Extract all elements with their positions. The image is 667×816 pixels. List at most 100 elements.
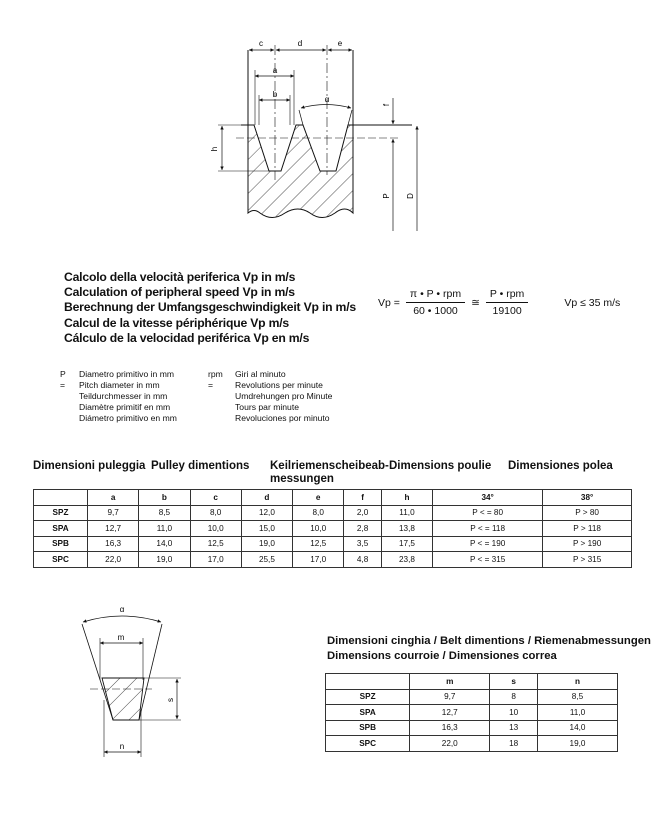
legend-line: Diámetro primitivo en mm	[79, 413, 177, 423]
legend-line: Pitch diameter in mm	[79, 380, 160, 390]
table-cell: 2,0	[343, 504, 382, 521]
table-cell: 9,7	[86, 504, 140, 521]
row-label: SPC	[33, 551, 88, 568]
title-de: Berechnung der Umfangsgeschwindigkeit Vp…	[64, 300, 356, 315]
belt-label-n: n	[120, 742, 124, 751]
table-cell: P > 315	[542, 551, 632, 568]
table-cell: 10	[489, 704, 538, 721]
table-cell: 11,0	[380, 504, 434, 521]
table-cell: P > 80	[542, 504, 632, 521]
table-cell: 8,5	[138, 504, 191, 521]
table-cell: 14,0	[536, 719, 619, 736]
column-header: b	[138, 489, 191, 506]
table-cell: 22,0	[409, 735, 491, 752]
table-cell: 25,5	[240, 551, 294, 568]
numerator: P • rpm	[485, 288, 529, 303]
heading-it: Dimensioni puleggia	[33, 460, 146, 472]
legend-line: Diamètre primitif en mm	[79, 402, 171, 412]
speed-limit: Vp ≤ 35 m/s	[564, 296, 621, 309]
table-row: SPA 12,7 10 11,0	[324, 704, 619, 721]
table-cell: P < = 118	[432, 520, 544, 537]
belt-label-alpha: α	[120, 605, 125, 614]
table-cell: 12,7	[86, 520, 140, 537]
column-header: m	[409, 673, 491, 690]
column-header	[324, 673, 411, 690]
dim-label-c: c	[259, 39, 263, 48]
denominator: 60 • 1000	[413, 305, 458, 317]
table-cell: 11,0	[138, 520, 191, 537]
column-header: s	[489, 673, 538, 690]
table-cell: P > 190	[542, 535, 632, 552]
heading-en: Pulley dimentions	[151, 460, 250, 472]
table-row: SPC 22,0 19,0 17,0 25,5 17,0 4,8 23,8 P < = 315 P…	[33, 551, 632, 568]
table-cell: 13	[489, 719, 538, 736]
dim-label-e: e	[338, 39, 343, 48]
row-label: SPZ	[324, 688, 411, 705]
dim-label-p: P	[382, 193, 391, 198]
table-row: SPA 12,7 11,0 10,0 15,0 10,0 2,8 13,8 P < = 118 P…	[33, 520, 632, 537]
title-es: Cálculo de la velocidad periférica Vp en…	[64, 330, 310, 345]
row-label: SPZ	[33, 504, 88, 521]
table-cell: 16,3	[409, 719, 491, 736]
column-header: a	[86, 489, 140, 506]
column-header: 38°	[542, 489, 632, 506]
belt-label-s: s	[166, 698, 175, 702]
table-row: SPB 16,3 14,0 12,5 19,0 12,5 3,5 17,5 P < = 190 P…	[33, 535, 632, 552]
row-label: SPA	[33, 520, 88, 537]
table-cell: P < = 190	[432, 535, 544, 552]
table-cell: 12,0	[240, 504, 294, 521]
table-cell: 8,0	[292, 504, 345, 521]
dim-label-d: d	[298, 39, 302, 48]
column-header: d	[240, 489, 294, 506]
legend-rpm-key: rpm =	[208, 369, 223, 390]
table-cell: 22,0	[86, 551, 140, 568]
table-cell: 9,7	[409, 688, 491, 705]
table-cell: 15,0	[240, 520, 294, 537]
title-en: Calculation of peripheral speed Vp in m/…	[64, 285, 295, 300]
heading-es: Dimensiones polea	[508, 460, 613, 472]
row-label: SPB	[33, 535, 88, 552]
table-header-row: a b c d e f h 34° 38°	[33, 489, 632, 506]
table-cell: 12,5	[292, 535, 345, 552]
table-cell: 10,0	[189, 520, 242, 537]
legend-line: Giri al minuto	[235, 369, 286, 379]
heading-fr: Dimensions poulie	[389, 460, 492, 472]
table-row: SPC 22,0 18 19,0	[324, 735, 619, 752]
table-cell: 10,0	[292, 520, 345, 537]
belt-dimensions-table: m s n SPZ 9,7 8 8,5 SPA 12,7 10 11,0 SPB 16,3 13 14,0 S…	[324, 673, 619, 752]
table-cell: 19,0	[240, 535, 294, 552]
dim-label-a: a	[273, 66, 278, 75]
column-header	[33, 489, 88, 506]
speed-calc-titles: Calcolo della velocità periferica Vp in …	[64, 270, 356, 346]
table-cell: 14,0	[138, 535, 191, 552]
belt-section-diagram: α m s n	[81, 605, 181, 757]
legend-line: Revoluciones por minuto	[235, 413, 330, 423]
table-row: SPB 16,3 13 14,0	[324, 719, 619, 736]
numerator: π • P • rpm	[405, 288, 466, 303]
table-cell: 8	[489, 688, 538, 705]
table-cell: 13,8	[380, 520, 434, 537]
table-cell: 17,0	[292, 551, 345, 568]
legend-line: Revolutions per minute	[235, 380, 323, 390]
legend-line: Umdrehungen pro Minute	[235, 391, 333, 401]
pulley-groove-diagram: c d e a b α h f P D	[210, 39, 419, 231]
table-cell: P < = 315	[432, 551, 544, 568]
table-cell: 11,0	[536, 704, 619, 721]
belt-title-line-2: Dimensions courroie / Dimensiones correa	[327, 650, 557, 662]
speed-formula: Vp = π • P • rpm 60 • 1000 ≅ P • rpm 191…	[378, 288, 620, 317]
table-cell: 18	[489, 735, 538, 752]
legend-line: Teildurchmesser in mm	[79, 391, 168, 401]
formula-fraction-approx: P • rpm 19100	[485, 288, 529, 317]
dim-label-h: h	[210, 147, 219, 151]
table-cell: P < = 80	[432, 504, 544, 521]
column-header: 34°	[432, 489, 544, 506]
table-cell: 19,0	[536, 735, 619, 752]
formula-fraction-exact: π • P • rpm 60 • 1000	[405, 288, 466, 317]
table-cell: 17,5	[380, 535, 434, 552]
column-header: n	[536, 673, 619, 690]
column-header: h	[380, 489, 434, 506]
legend-p-key: P =	[60, 369, 66, 390]
formula-lhs: Vp =	[378, 296, 400, 309]
dim-label-d-outer: D	[406, 193, 415, 199]
